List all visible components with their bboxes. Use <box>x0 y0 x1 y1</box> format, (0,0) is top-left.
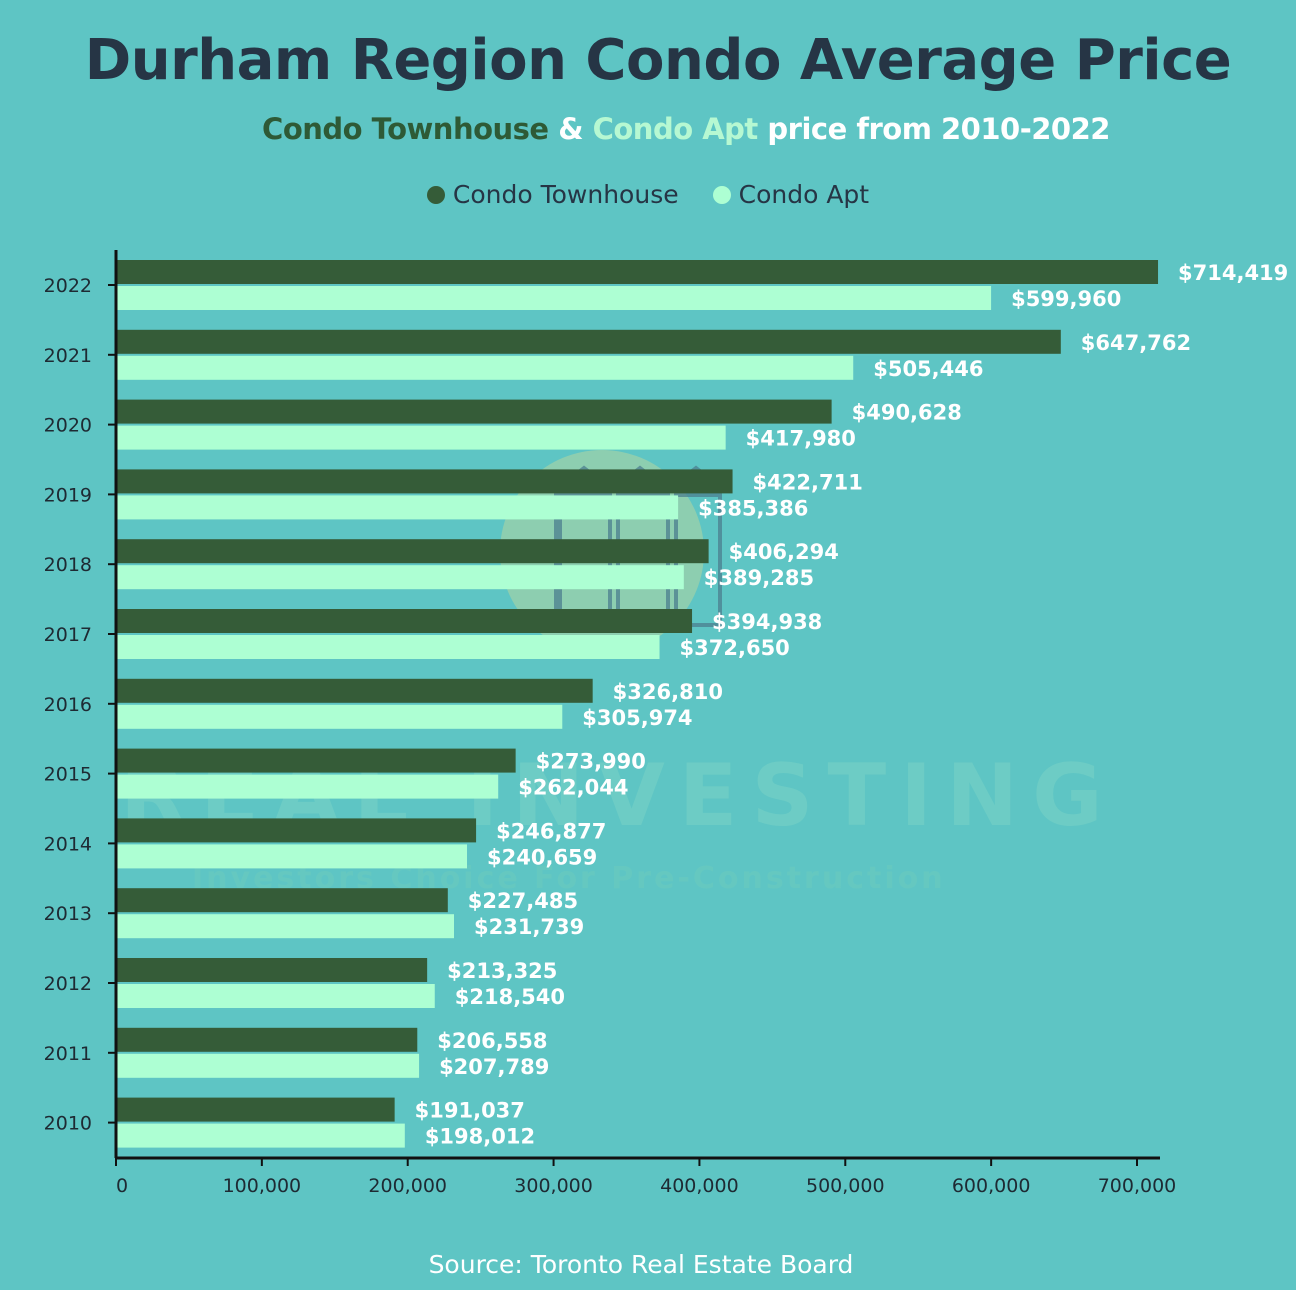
data-label-apt-2012: $218,540 <box>455 985 565 1009</box>
data-label-townhouse-2020: $490,628 <box>852 401 962 425</box>
bar-apt-2022 <box>116 286 992 310</box>
bar-apt-2013 <box>116 914 455 939</box>
data-label-apt-2016: $305,974 <box>582 706 692 730</box>
data-label-townhouse-2012: $213,325 <box>447 959 557 983</box>
data-label-apt-2021: $505,446 <box>873 357 983 381</box>
x-tick-label-3: 300,000 <box>514 1175 593 1197</box>
bar-townhouse-2021 <box>116 329 1061 354</box>
x-tick-label-4: 400,000 <box>660 1175 739 1197</box>
bar-apt-2021 <box>116 355 854 380</box>
bar-townhouse-2011 <box>116 1027 418 1052</box>
x-tick-label-6: 600,000 <box>952 1175 1031 1197</box>
bar-townhouse-2014 <box>116 818 477 843</box>
bar-townhouse-2019 <box>116 469 733 494</box>
x-tick-label-5: 500,000 <box>806 1175 885 1197</box>
source-note: Source: Toronto Real Estate Board <box>428 1250 854 1279</box>
bar-apt-2014 <box>116 844 468 869</box>
y-tick-label-2022: 2022 <box>44 275 92 297</box>
data-label-apt-2015: $262,044 <box>518 776 628 800</box>
y-tick-label-2019: 2019 <box>44 484 92 506</box>
bar-apt-2020 <box>116 425 726 450</box>
bar-townhouse-2015 <box>116 748 516 773</box>
bar-townhouse-2020 <box>116 399 832 424</box>
legend-item-apt: Condo Apt <box>712 180 870 209</box>
bar-townhouse-2013 <box>116 888 448 913</box>
y-tick-label-2011: 2011 <box>44 1043 92 1065</box>
legend-label-townhouse: Condo Townhouse <box>452 180 679 209</box>
bar-apt-2016 <box>116 704 563 729</box>
bar-apt-2015 <box>116 774 499 799</box>
y-tick-label-2018: 2018 <box>44 554 92 576</box>
y-tick-label-2015: 2015 <box>44 764 92 786</box>
y-tick-label-2012: 2012 <box>44 973 92 995</box>
data-label-apt-2017: $372,650 <box>680 636 790 660</box>
bar-apt-2017 <box>116 635 660 659</box>
chart-legend: Condo Townhouse Condo Apt <box>0 180 1296 209</box>
data-label-apt-2019: $385,386 <box>698 496 808 520</box>
data-label-townhouse-2018: $406,294 <box>729 540 839 564</box>
data-label-apt-2022: $599,960 <box>1011 287 1121 311</box>
subtitle-ampersand: & <box>548 112 593 146</box>
y-axis: 2022 2021 2020 2019 2018 2017 2016 2015 2014 2013… <box>44 250 118 1158</box>
bar-apt-2010 <box>116 1123 405 1148</box>
x-tick-label-7: 700,000 <box>1098 1175 1177 1197</box>
bar-townhouse-2010 <box>116 1097 395 1122</box>
subtitle-apt: Condo Apt <box>592 112 759 146</box>
bars-layer <box>116 260 1159 1148</box>
bar-apt-2019 <box>116 495 679 520</box>
x-tick-label-0: 0 <box>116 1175 128 1197</box>
data-label-townhouse-2014: $246,877 <box>496 819 606 843</box>
legend-item-townhouse: Condo Townhouse <box>426 180 679 209</box>
data-label-townhouse-2021: $647,762 <box>1081 331 1191 355</box>
legend-label-apt: Condo Apt <box>738 180 870 209</box>
chart-subtitle: Condo Townhouse & Condo Apt price from 2… <box>0 112 1296 146</box>
y-tick-label-2014: 2014 <box>44 833 92 855</box>
bar-apt-2012 <box>116 984 435 1008</box>
y-tick-label-2016: 2016 <box>44 694 92 716</box>
x-axis: 0 100,000 200,000 300,000 400,000 500,000 600,… <box>115 1156 1177 1197</box>
data-labels-layer: $714,419 $599,960 $647,762 $505,446 $490,628… <box>415 261 1289 1149</box>
y-tick-label-2013: 2013 <box>44 903 92 925</box>
bar-townhouse-2016 <box>116 678 593 703</box>
subtitle-rest: price from 2010-2022 <box>757 112 1110 146</box>
bar-apt-2011 <box>116 1053 420 1078</box>
y-tick-label-2017: 2017 <box>44 624 92 646</box>
data-label-townhouse-2022: $714,419 <box>1178 261 1288 285</box>
data-label-townhouse-2010: $191,037 <box>415 1099 525 1123</box>
bar-townhouse-2012 <box>116 958 428 982</box>
legend-swatch-townhouse <box>426 185 445 204</box>
data-label-townhouse-2016: $326,810 <box>613 680 723 704</box>
data-label-apt-2014: $240,659 <box>487 845 597 869</box>
y-tick-label-2021: 2021 <box>44 345 92 367</box>
bar-townhouse-2018 <box>116 539 709 564</box>
data-label-townhouse-2017: $394,938 <box>712 610 822 634</box>
data-label-apt-2010: $198,012 <box>425 1125 535 1149</box>
data-label-apt-2011: $207,789 <box>439 1055 549 1079</box>
x-tick-label-1: 100,000 <box>223 1175 302 1197</box>
subtitle-townhouse: Condo Townhouse <box>262 112 549 146</box>
data-label-apt-2018: $389,285 <box>704 566 814 590</box>
legend-swatch-apt <box>712 185 731 204</box>
data-label-townhouse-2011: $206,558 <box>437 1029 547 1053</box>
data-label-apt-2013: $231,739 <box>474 915 584 939</box>
data-label-apt-2020: $417,980 <box>746 427 856 451</box>
bar-townhouse-2017 <box>116 609 693 633</box>
chart-title: Durham Region Condo Average Price <box>84 28 1232 93</box>
y-tick-label-2020: 2020 <box>44 415 92 437</box>
bar-apt-2018 <box>116 565 684 590</box>
data-label-townhouse-2015: $273,990 <box>536 750 646 774</box>
y-tick-label-2010: 2010 <box>44 1113 92 1135</box>
data-label-townhouse-2019: $422,711 <box>753 470 863 494</box>
x-tick-label-2: 200,000 <box>368 1175 447 1197</box>
bar-townhouse-2022 <box>116 260 1159 284</box>
data-label-townhouse-2013: $227,485 <box>468 889 578 913</box>
